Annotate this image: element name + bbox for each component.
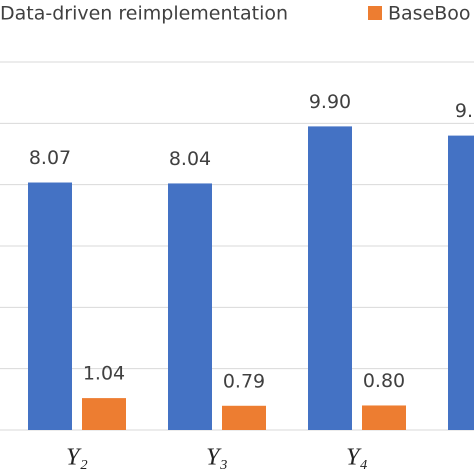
legend-label: Data-driven reimplementation [0, 3, 288, 25]
x-tick-label: Y₃ [206, 445, 228, 471]
data-label: 1.04 [83, 363, 125, 385]
x-tick-label: Y₄ [346, 445, 368, 471]
data-label: 0.80 [363, 370, 405, 392]
data-label: 9.90 [309, 91, 351, 113]
bar [448, 135, 474, 430]
data-label: 9.6 [455, 100, 474, 122]
legend-label: BaseBoo [388, 3, 471, 25]
x-tick-label: Y₂ [66, 445, 88, 471]
bar [82, 398, 126, 430]
data-label: 8.07 [29, 147, 71, 169]
bar [168, 183, 212, 430]
bar [222, 405, 266, 430]
data-label: 0.79 [223, 370, 265, 392]
bar [308, 126, 352, 431]
data-label: 8.04 [169, 148, 211, 170]
bar [28, 182, 72, 430]
legend-swatch [368, 6, 382, 20]
bar [362, 405, 406, 430]
